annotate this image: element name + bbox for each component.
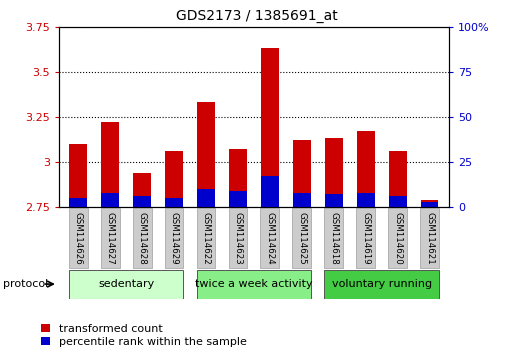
Text: GSM114626: GSM114626 xyxy=(74,212,83,264)
Legend: transformed count, percentile rank within the sample: transformed count, percentile rank withi… xyxy=(42,324,247,347)
Bar xyxy=(357,131,374,207)
Bar xyxy=(102,122,119,207)
Text: GSM114627: GSM114627 xyxy=(106,212,114,264)
Bar xyxy=(389,196,406,207)
Bar xyxy=(165,208,184,268)
Bar xyxy=(133,208,151,268)
Bar xyxy=(357,208,375,268)
Bar xyxy=(420,208,439,268)
Text: sedentary: sedentary xyxy=(98,279,154,289)
Text: GSM114622: GSM114622 xyxy=(202,212,210,264)
Bar xyxy=(324,270,439,298)
Bar xyxy=(133,173,151,207)
Bar xyxy=(261,176,279,207)
Bar xyxy=(325,138,343,207)
Bar xyxy=(102,193,119,207)
Text: GSM114623: GSM114623 xyxy=(233,212,243,264)
Text: GSM114620: GSM114620 xyxy=(393,212,402,264)
Bar xyxy=(325,194,343,207)
Bar xyxy=(261,48,279,207)
Bar xyxy=(421,202,439,207)
Text: GDS2173 / 1385691_at: GDS2173 / 1385691_at xyxy=(175,9,338,23)
Text: GSM114619: GSM114619 xyxy=(361,212,370,264)
Bar xyxy=(324,208,343,268)
Bar xyxy=(165,198,183,207)
Bar xyxy=(229,191,247,207)
Bar xyxy=(69,208,88,268)
Bar xyxy=(69,144,87,207)
Bar xyxy=(133,196,151,207)
Bar xyxy=(421,200,439,207)
Bar xyxy=(293,140,311,207)
Bar xyxy=(101,208,120,268)
Bar xyxy=(389,151,406,207)
Text: GSM114628: GSM114628 xyxy=(137,212,147,264)
Bar xyxy=(165,151,183,207)
Bar xyxy=(292,208,311,268)
Bar xyxy=(196,208,215,268)
Text: GSM114625: GSM114625 xyxy=(298,212,306,264)
Text: GSM114618: GSM114618 xyxy=(329,212,339,264)
Bar xyxy=(69,198,87,207)
Bar xyxy=(228,208,247,268)
Text: voluntary running: voluntary running xyxy=(332,279,432,289)
Bar xyxy=(196,270,311,298)
Text: GSM114621: GSM114621 xyxy=(425,212,434,264)
Bar xyxy=(69,270,184,298)
Bar xyxy=(261,208,280,268)
Text: GSM114624: GSM114624 xyxy=(265,212,274,264)
Text: protocol: protocol xyxy=(3,279,48,289)
Bar xyxy=(293,193,311,207)
Bar xyxy=(388,208,407,268)
Text: twice a week activity: twice a week activity xyxy=(195,279,313,289)
Bar xyxy=(197,189,215,207)
Bar xyxy=(229,149,247,207)
Text: GSM114629: GSM114629 xyxy=(169,212,179,264)
Bar xyxy=(197,102,215,207)
Bar xyxy=(357,193,374,207)
